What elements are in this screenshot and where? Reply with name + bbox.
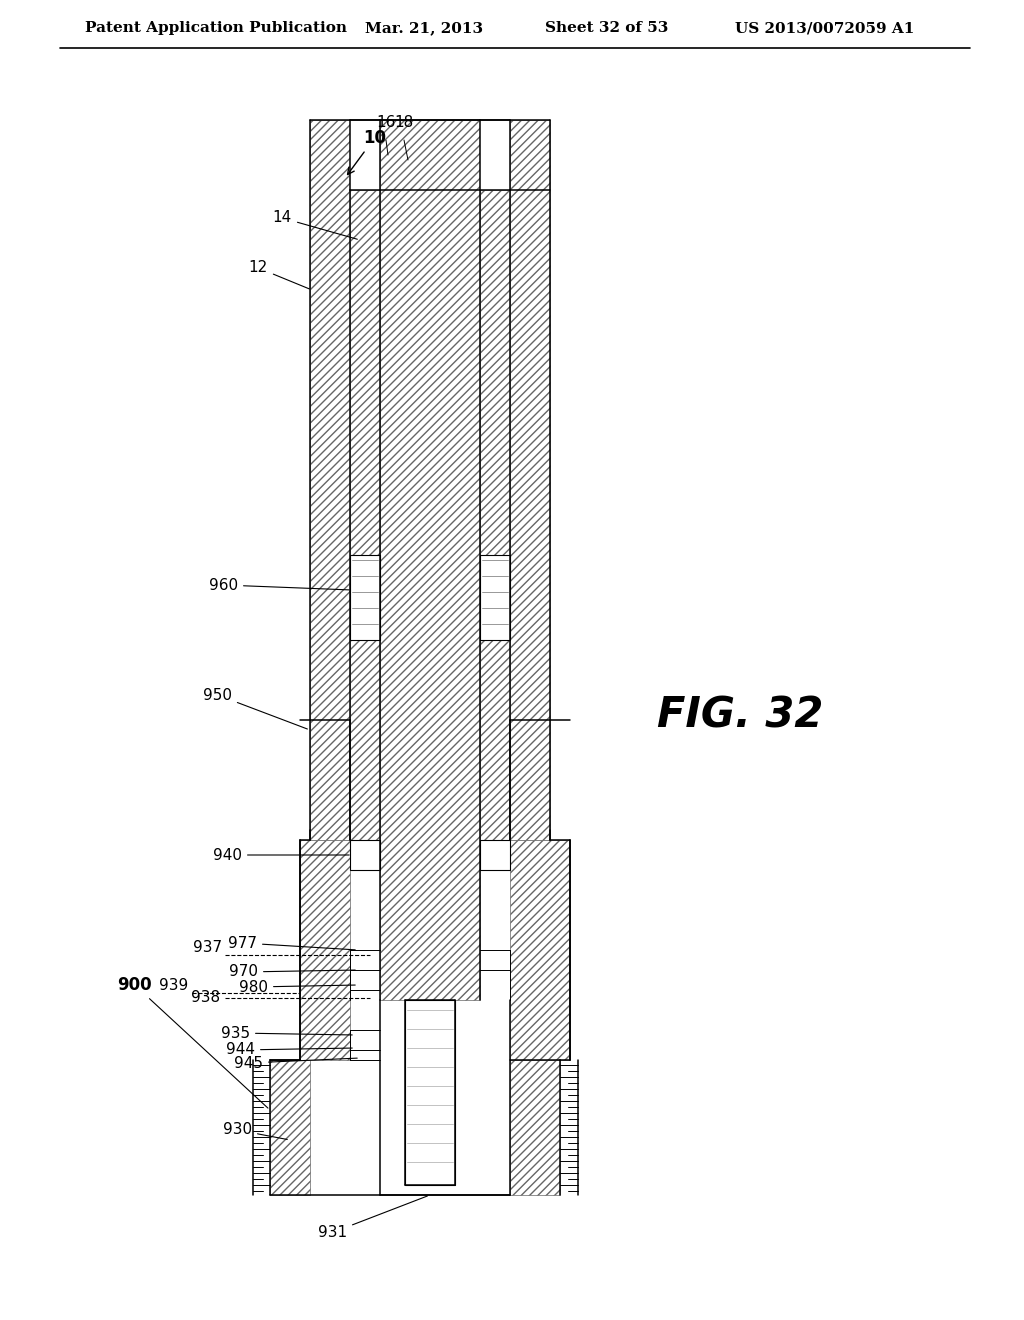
Bar	[350, 120, 380, 190]
Bar	[380, 120, 480, 1001]
Bar	[350, 190, 380, 840]
Text: 938: 938	[190, 990, 220, 1005]
Bar	[480, 190, 510, 840]
Text: 977: 977	[228, 936, 355, 950]
Bar	[480, 554, 510, 640]
Text: FIG. 32: FIG. 32	[656, 694, 823, 737]
Bar	[510, 840, 570, 1060]
Bar	[510, 1060, 560, 1195]
Bar	[300, 840, 350, 1060]
Text: 10: 10	[347, 129, 386, 174]
Text: 930: 930	[223, 1122, 288, 1139]
Text: Patent Application Publication: Patent Application Publication	[85, 21, 347, 36]
Text: 937: 937	[193, 940, 222, 956]
Text: US 2013/0072059 A1: US 2013/0072059 A1	[735, 21, 914, 36]
Text: 935: 935	[221, 1026, 352, 1040]
Bar	[270, 1060, 310, 1195]
Text: 950: 950	[203, 688, 307, 729]
Text: 980: 980	[239, 979, 355, 994]
Text: 960: 960	[209, 578, 349, 593]
Text: Mar. 21, 2013: Mar. 21, 2013	[365, 21, 483, 36]
Bar	[350, 840, 380, 870]
Bar	[350, 554, 380, 640]
Bar	[310, 120, 350, 840]
Text: 18: 18	[394, 115, 414, 129]
Bar	[510, 120, 550, 840]
Text: Sheet 32 of 53: Sheet 32 of 53	[545, 21, 669, 36]
Text: 939: 939	[159, 978, 188, 993]
Text: 16: 16	[376, 115, 395, 129]
Text: 12: 12	[249, 260, 309, 289]
Bar	[480, 120, 510, 190]
Text: 970: 970	[229, 965, 355, 979]
Text: 945: 945	[234, 1056, 357, 1071]
Text: 900: 900	[118, 975, 268, 1107]
Text: 940: 940	[213, 847, 349, 862]
Bar	[480, 840, 510, 870]
Text: 931: 931	[318, 1196, 427, 1239]
Text: 944: 944	[226, 1043, 352, 1057]
Text: 14: 14	[272, 210, 357, 239]
Bar	[406, 1001, 455, 1185]
